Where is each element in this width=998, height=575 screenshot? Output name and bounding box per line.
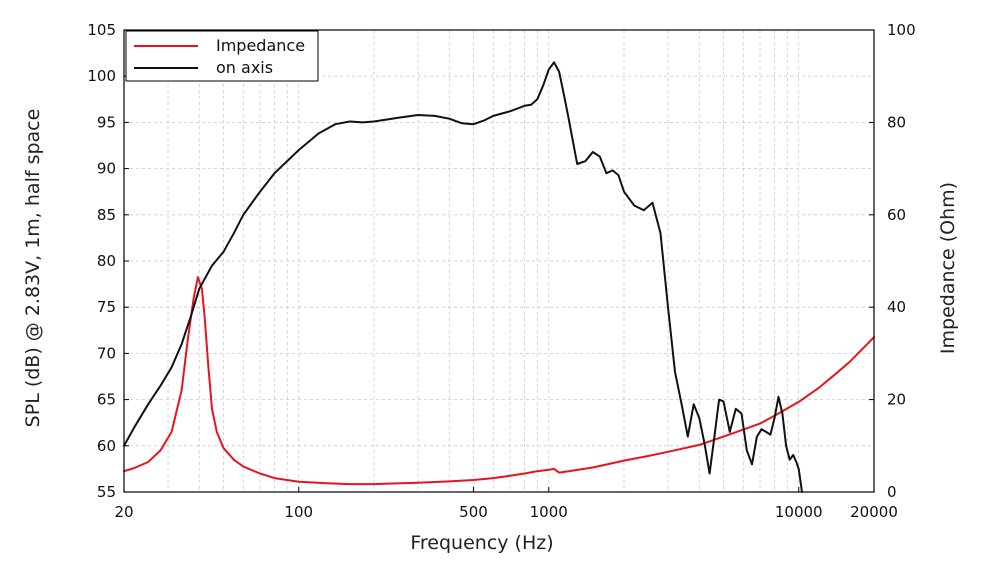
y-tick-label: 90 [97,160,116,178]
x-tick-label: 20 [114,503,133,521]
y2-tick-label: 0 [887,483,897,501]
legend-box [125,30,319,82]
y2-tick-label: 60 [887,206,906,224]
plot-lines [123,61,875,493]
y-tick-label: 95 [97,113,116,131]
x-axis-title: Frequency (Hz) [410,532,553,554]
y-tick-label: 105 [87,21,116,39]
y2-tick-label: 20 [887,391,906,409]
y-tick-label: 80 [97,252,116,270]
y-axis-title-right: Impedance (Ohm) [937,182,959,354]
legend-label-on-axis: on axis [216,58,273,77]
x-tick-label: 20000 [850,503,898,521]
x-tick-label: 100 [284,503,313,521]
y2-tick-label: 40 [887,298,906,316]
x-tick-label: 500 [459,503,488,521]
series-line-impedance [123,276,875,486]
y-tick-label: 70 [97,344,116,362]
series-line-on-axis [123,61,803,493]
y-tick-label: 65 [97,391,116,409]
x-axis-ticks: 20 100 500 1000 10000 20000 [114,487,898,521]
y2-tick-label: 100 [887,21,916,39]
y-axis-ticks-right: 0 20 40 60 80 100 [869,21,916,501]
y-tick-label: 85 [97,206,116,224]
y-tick-label: 55 [97,483,116,501]
legend: Impedance on axis [125,30,319,82]
y-tick-label: 60 [97,437,116,455]
y-tick-label: 100 [87,67,116,85]
legend-label-impedance: Impedance [216,36,305,55]
y2-tick-label: 80 [887,113,906,131]
y-axis-ticks-left: 55 60 65 70 75 80 85 90 95 100 105 [87,21,129,501]
y-axis-title-left: SPL (dB) @ 2.83V, 1m, half space [22,109,44,428]
x-tick-label: 1000 [530,503,568,521]
y-tick-label: 75 [97,298,116,316]
x-tick-label: 10000 [775,503,823,521]
